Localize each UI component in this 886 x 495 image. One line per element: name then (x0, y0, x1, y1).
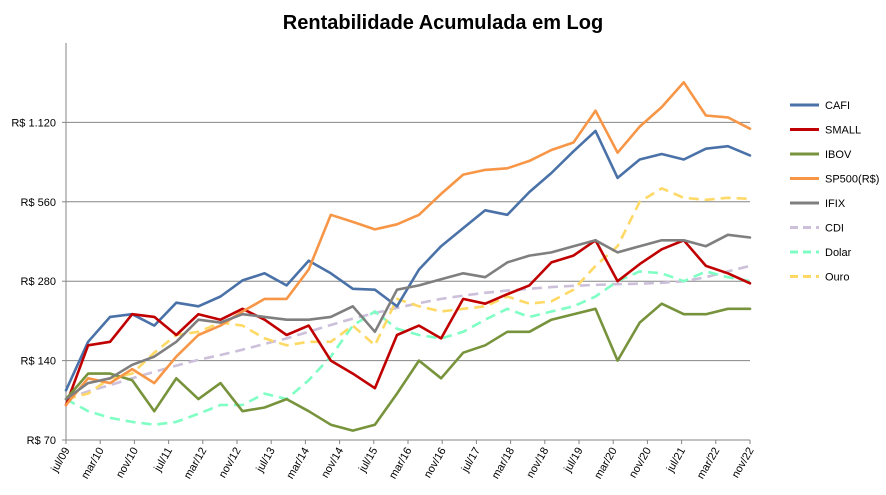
series-line-ifix (64, 233, 752, 401)
y-tick-label: R$ 70 (27, 435, 56, 447)
x-tick-label: nov/22 (730, 446, 757, 481)
y-tick-label: R$ 560 (21, 197, 56, 209)
x-tick-label: jul/09 (49, 446, 73, 476)
series-line-ibov (64, 302, 752, 432)
legend-label-sp500-r-: SP500(R$) (825, 174, 879, 186)
x-tick-label: jul/15 (356, 446, 380, 476)
x-axis-ticks: jul/09 mar/10 nov/10 jul/11 mar/12 nov/12 jul/… (49, 440, 757, 481)
x-tick-label: nov/10 (114, 446, 141, 481)
x-tick-label: mar/12 (182, 446, 210, 482)
x-tick-label: mar/14 (284, 446, 312, 482)
x-tick-label: jul/19 (562, 446, 586, 476)
x-tick-label: nov/18 (524, 446, 551, 481)
series-line-sp500-r- (64, 81, 752, 407)
legend-label-ifix: IFIX (825, 198, 846, 210)
chart-title: Rentabilidade Acumulada em Log (283, 12, 603, 34)
legend: CAFI SMALL IBOV SP500(R$) IFIX CDI Dolar Ouro (790, 100, 879, 284)
x-tick-label: nov/16 (422, 446, 449, 481)
y-axis-ticks: R$ 70 R$ 140 R$ 280 R$ 560 R$ 1.120 (11, 117, 66, 447)
y-tick-label: R$ 280 (21, 276, 56, 288)
x-tick-label: mar/16 (387, 446, 415, 482)
legend-label-small: SMALL (825, 125, 861, 137)
gridlines (66, 121, 750, 441)
x-tick-label: mar/22 (695, 446, 723, 482)
series-line-ouro (65, 187, 751, 401)
series-line-cdi (65, 264, 751, 401)
legend-label-cafi: CAFI (825, 100, 850, 112)
legend-label-cdi: CDI (825, 223, 844, 235)
x-tick-label: mar/18 (490, 446, 518, 482)
x-tick-label: mar/20 (592, 446, 620, 482)
x-tick-label: jul/13 (254, 446, 278, 476)
x-tick-label: nov/12 (217, 446, 244, 481)
series-line-cafi (64, 129, 752, 392)
x-tick-label: jul/21 (664, 446, 688, 476)
y-tick-label: R$ 1.120 (11, 117, 56, 129)
series-lines (64, 81, 752, 432)
series-line-dolar (65, 270, 751, 427)
y-tick-label: R$ 140 (21, 356, 56, 368)
x-tick-label: jul/11 (152, 446, 176, 475)
x-tick-label: nov/14 (319, 446, 346, 481)
legend-label-ouro: Ouro (825, 272, 849, 284)
legend-label-dolar: Dolar (825, 247, 852, 259)
legend-label-ibov: IBOV (825, 149, 852, 161)
axes (65, 43, 750, 441)
x-tick-label: nov/20 (627, 446, 654, 481)
x-tick-label: mar/10 (79, 446, 107, 482)
x-tick-label: jul/17 (459, 446, 483, 476)
series-line-small (64, 239, 752, 407)
